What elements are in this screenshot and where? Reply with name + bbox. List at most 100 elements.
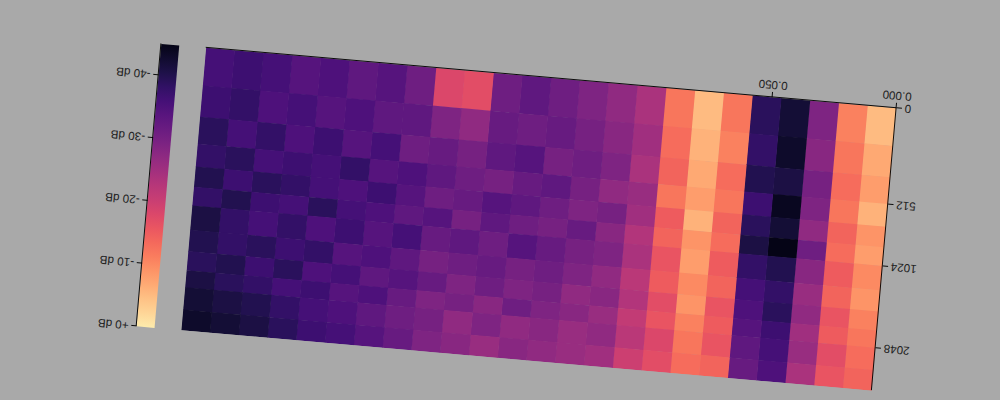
colorbar-tick: +0 dB: [97, 317, 137, 333]
cell: [490, 72, 523, 113]
cell: [366, 182, 397, 205]
cell: [733, 299, 764, 321]
cell: [427, 137, 459, 167]
cell: [289, 55, 322, 96]
cell: [821, 285, 852, 309]
colorbar-tick-mark: [131, 325, 136, 326]
cell: [701, 333, 732, 358]
cell: [670, 352, 701, 375]
cell: [499, 315, 530, 340]
cell: [728, 357, 759, 380]
cells: [181, 48, 896, 391]
cell: [660, 126, 692, 160]
cell: [787, 340, 818, 365]
cell: [399, 134, 431, 164]
y-tick: 1024: [882, 260, 917, 276]
cell: [646, 291, 677, 313]
y-tick-mark: [888, 204, 893, 205]
cell: [778, 98, 811, 139]
cell: [341, 129, 373, 159]
y-tick-mark: [897, 107, 902, 108]
cell: [355, 302, 386, 327]
cell: [420, 226, 451, 253]
cell: [806, 100, 839, 141]
cell: [296, 320, 327, 343]
cell: [425, 164, 456, 190]
cell: [816, 343, 847, 368]
cell: [382, 327, 413, 350]
cell: [213, 273, 244, 293]
cell: [508, 214, 539, 236]
cell: [334, 218, 365, 245]
cell: [445, 274, 476, 296]
cell: [535, 236, 566, 263]
cell: [713, 189, 744, 215]
colorbar-tick: -40 dB: [115, 65, 159, 82]
cell: [222, 169, 253, 192]
cell: [442, 310, 473, 335]
colorbar-tick-mark: [142, 199, 147, 200]
cell: [799, 196, 830, 222]
cell: [589, 286, 620, 308]
cell: [247, 211, 278, 238]
cell: [849, 288, 880, 312]
cell: [825, 242, 856, 264]
cell: [792, 283, 823, 307]
cell: [843, 367, 874, 390]
cell: [567, 199, 598, 222]
cell: [864, 105, 897, 146]
cell: [569, 176, 600, 202]
cell: [519, 75, 552, 116]
cell: [359, 266, 390, 288]
cell: [702, 315, 733, 335]
chart: 0.0000.050051210242048+0 dB-10 dB-20 dB-…: [0, 0, 1000, 400]
cell: [537, 217, 568, 239]
cell: [469, 335, 500, 358]
cell: [386, 288, 417, 308]
cell: [848, 309, 879, 331]
cell: [218, 208, 249, 235]
cell: [305, 216, 336, 243]
cell: [798, 219, 829, 242]
y-tick-mark: [883, 265, 888, 266]
cell: [656, 184, 687, 210]
cell: [560, 284, 591, 306]
cell: [245, 235, 276, 259]
cell: [699, 355, 730, 378]
cell: [459, 108, 491, 142]
cell: [357, 285, 388, 305]
cell: [303, 240, 334, 264]
colorbar-axis-line: [136, 43, 161, 325]
cell: [415, 290, 446, 310]
cell: [775, 136, 807, 170]
cell: [715, 162, 747, 192]
cell: [364, 202, 395, 224]
cell: [253, 149, 284, 175]
cell: [830, 172, 862, 202]
cell: [555, 342, 586, 365]
cell: [470, 312, 501, 337]
cell: [278, 194, 309, 216]
cell: [307, 197, 338, 219]
chart-body: 0.0000.050051210242048+0 dB-10 dB-20 dB-…: [93, 22, 932, 400]
cell: [242, 275, 273, 295]
cell: [309, 176, 340, 199]
colorbar-tick-mark: [148, 137, 153, 138]
cell: [327, 300, 358, 325]
cell: [192, 187, 223, 209]
cell: [368, 159, 399, 185]
cell: [360, 245, 391, 269]
cell: [497, 337, 528, 360]
cell: [528, 317, 559, 342]
cell: [476, 255, 507, 279]
colorbar-axis: +0 dB-10 dB-20 dB-30 dB-40 dB: [93, 40, 161, 333]
cell: [684, 186, 715, 212]
cell: [710, 232, 741, 254]
cell: [796, 240, 827, 262]
cell: [487, 111, 519, 145]
cell: [239, 315, 270, 338]
cell: [260, 52, 293, 93]
cell: [627, 181, 658, 207]
cell: [267, 317, 298, 340]
cell: [231, 50, 264, 91]
